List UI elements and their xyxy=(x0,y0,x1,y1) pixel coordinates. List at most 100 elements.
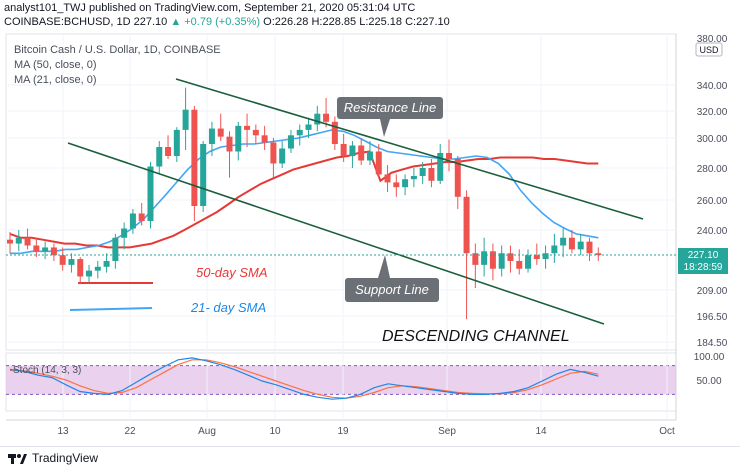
candle-body xyxy=(235,125,242,152)
tradingview-logo-text[interactable]: TradingView xyxy=(32,451,99,465)
support-line xyxy=(67,142,605,325)
price-change: ▲ +0.79 (+0.35%) xyxy=(170,16,261,28)
time-axis-label: Aug xyxy=(198,426,216,437)
main-pane[interactable] xyxy=(5,33,677,351)
price-axis-label: 209.00 xyxy=(697,286,728,297)
sma50-label: 50-day SMA xyxy=(196,265,268,280)
sma21-legend-stroke xyxy=(69,307,153,311)
candle-body xyxy=(331,121,338,144)
candle-body xyxy=(200,144,207,206)
stoch-band xyxy=(6,365,676,395)
candle-body xyxy=(287,135,294,149)
resistance-callout: Resistance Line xyxy=(337,97,443,119)
candle-body xyxy=(252,129,259,136)
candle-body xyxy=(208,128,215,144)
resistance-line xyxy=(175,78,644,220)
candle-body xyxy=(33,245,40,252)
symbol-line: COINBASE:BCHUSD, 1D 227.10 ▲ +0.79 (+0.3… xyxy=(4,16,450,28)
price-axis-label: 240.00 xyxy=(697,226,728,237)
tradingview-logo-icon[interactable] xyxy=(8,452,28,466)
candle-body xyxy=(533,255,540,260)
candle-body xyxy=(103,260,110,267)
candle-body xyxy=(463,196,470,254)
candle-body xyxy=(516,260,523,269)
stoch-label: Stoch (14, 3, 3) xyxy=(13,365,82,376)
candle-body xyxy=(358,145,365,161)
candle-body xyxy=(42,247,49,252)
candle-body xyxy=(384,174,391,183)
ma21-line xyxy=(10,129,599,255)
currency-badge[interactable] xyxy=(695,42,723,57)
candle-body xyxy=(296,129,303,136)
time-axis-label: 14 xyxy=(535,426,547,437)
last-price-value: 227.10 xyxy=(688,250,719,261)
last-price-tag xyxy=(678,248,728,274)
candle-body xyxy=(340,144,347,156)
last-price: 227.10 xyxy=(133,16,168,28)
candle-body xyxy=(410,176,417,180)
candle-body xyxy=(568,237,575,250)
price-axis-label: 320.00 xyxy=(697,107,728,118)
price-axis-label: 260.00 xyxy=(697,196,728,207)
footer-bar xyxy=(0,446,740,473)
candle-body xyxy=(68,259,75,265)
price-axis-label: 280.00 xyxy=(697,164,728,175)
candle-body xyxy=(7,239,13,244)
open-value: O:226.28 xyxy=(263,16,309,28)
candle-body xyxy=(305,124,312,130)
candle-body xyxy=(121,228,128,238)
candle-body xyxy=(428,168,435,181)
candle-body xyxy=(542,253,549,260)
candle-body xyxy=(402,179,409,188)
candle-body xyxy=(314,113,321,125)
candle-body xyxy=(525,255,532,269)
time-axis-label: 13 xyxy=(57,426,69,437)
high-value: H:228.85 xyxy=(311,16,357,28)
candle-body xyxy=(489,251,496,269)
candle-body xyxy=(15,237,22,244)
price-axis-label: 340.00 xyxy=(697,81,728,92)
candle-body xyxy=(191,109,198,206)
candle-body xyxy=(77,259,84,277)
candle-body xyxy=(595,253,602,255)
symbol-name: COINBASE:BCHUSD, 1D xyxy=(4,16,131,28)
candle-body xyxy=(217,128,224,137)
candle-body xyxy=(551,245,558,254)
price-axis-label: 380.00 xyxy=(697,34,728,45)
candle-body xyxy=(50,247,57,256)
legend-title: Bitcoin Cash / U.S. Dollar, 1D, COINBASE xyxy=(14,44,221,56)
candle-body xyxy=(419,168,426,176)
time-axis-label: Sep xyxy=(438,426,456,437)
price-axis-label: 184.50 xyxy=(697,338,728,349)
candle-body xyxy=(454,159,461,197)
resistance-pointer xyxy=(380,119,390,137)
stoch-k-line xyxy=(9,357,599,400)
time-axis-label: 19 xyxy=(337,426,349,437)
candle-body xyxy=(129,213,136,229)
legend-ma21: MA (21, close, 0) xyxy=(14,74,97,86)
candle-body xyxy=(393,182,400,188)
candle-body xyxy=(138,213,145,221)
price-axis-label: 300.00 xyxy=(697,134,728,145)
candle-body xyxy=(112,237,119,261)
candle-body xyxy=(261,135,268,143)
candle-body xyxy=(481,251,488,265)
support-pointer xyxy=(378,255,390,278)
candle-body xyxy=(560,237,567,246)
candle-body xyxy=(366,151,373,161)
candle-body xyxy=(586,241,593,254)
candle-body xyxy=(156,147,163,167)
support-callout: Support Line xyxy=(345,278,439,302)
ma50-line xyxy=(9,150,599,249)
candle-body xyxy=(59,255,66,265)
published-line: analyst101_TWJ published on TradingView.… xyxy=(4,2,416,14)
candle-body xyxy=(498,253,505,269)
time-axis-label: 10 xyxy=(269,426,281,437)
time-axis-label: 22 xyxy=(124,426,136,437)
candle-body xyxy=(173,129,180,156)
candle-body xyxy=(577,241,584,250)
candle-body xyxy=(349,145,356,156)
candle-body xyxy=(507,253,514,261)
legend-ma50: MA (50, close, 0) xyxy=(14,59,97,71)
